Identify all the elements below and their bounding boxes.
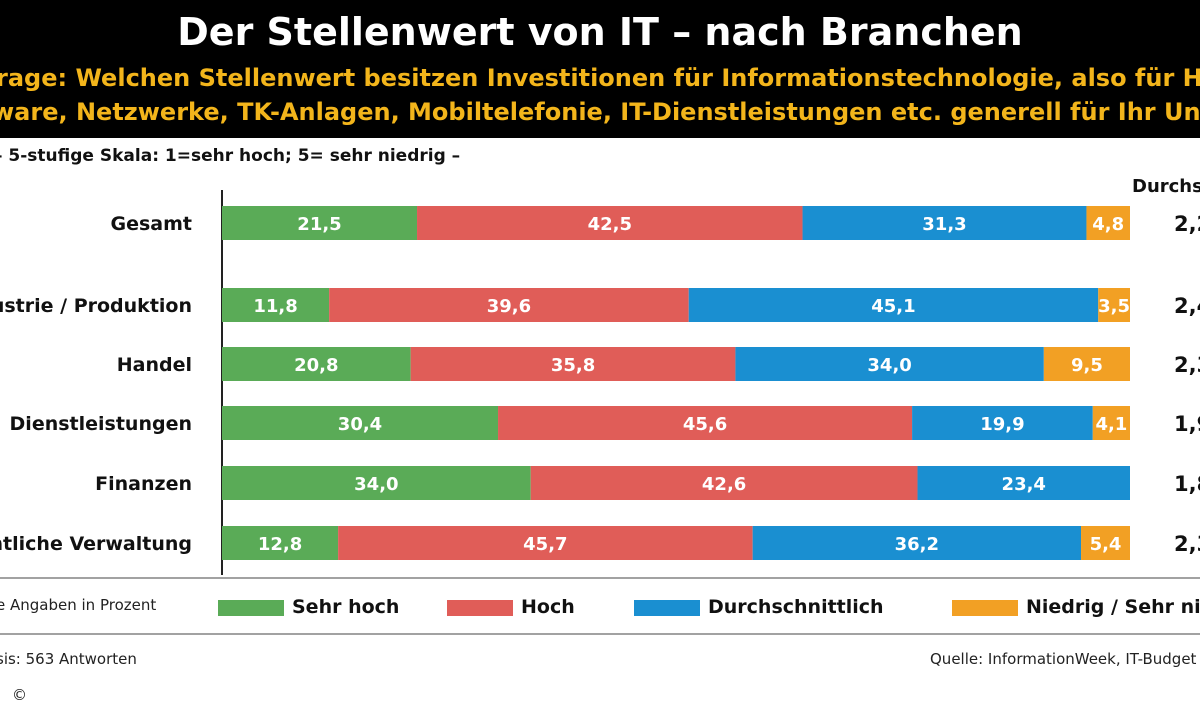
bar-segment bbox=[917, 466, 1130, 500]
bar-segment bbox=[1098, 288, 1130, 322]
bar-segment bbox=[688, 288, 1099, 322]
bar-value-label: 5,4 bbox=[1090, 534, 1122, 555]
bar-value-label: 9,5 bbox=[1071, 355, 1103, 376]
legend-label-sehr-hoch: Sehr hoch bbox=[292, 596, 400, 618]
bar-value-label: 42,5 bbox=[588, 214, 632, 235]
bar-value-label: 11,8 bbox=[253, 296, 297, 317]
legend-swatch-niedrig bbox=[952, 600, 1018, 616]
bar-segment bbox=[735, 347, 1044, 381]
legend-swatch-hoch bbox=[447, 600, 513, 616]
bar-segment bbox=[222, 206, 418, 240]
bar-segment bbox=[329, 288, 689, 322]
bar-value-label: 42,6 bbox=[702, 474, 746, 495]
chart-title: Der Stellenwert von IT – nach Branchen bbox=[177, 10, 1023, 54]
category-label: Dienstleistungen bbox=[10, 413, 192, 435]
legend-swatch-sehr-hoch bbox=[218, 600, 284, 616]
legend-swatch-durchschnittlich bbox=[634, 600, 700, 616]
category-label: Gesamt bbox=[111, 213, 193, 235]
bar-value-label: 45,7 bbox=[523, 534, 567, 555]
category-label: Finanzen bbox=[95, 473, 192, 495]
bar-segment bbox=[1092, 406, 1130, 440]
bar-value-label: 30,4 bbox=[338, 414, 382, 435]
bar-segment bbox=[222, 288, 330, 322]
bar-segment bbox=[410, 347, 736, 381]
bar-value-label: 34,0 bbox=[354, 474, 398, 495]
bar-segment bbox=[802, 206, 1087, 240]
average-value: 1,8 bbox=[1174, 472, 1200, 496]
bar-segment bbox=[222, 406, 499, 440]
bar-value-label: 34,0 bbox=[867, 355, 911, 376]
question-line-1: rage: Welchen Stellenwert besitzen Inves… bbox=[0, 64, 1200, 92]
bar-value-label: 3,5 bbox=[1098, 296, 1130, 317]
category-label: entliche Verwaltung bbox=[0, 533, 192, 555]
bar-value-label: 21,5 bbox=[297, 214, 341, 235]
bar-value-label: 35,8 bbox=[551, 355, 595, 376]
average-value: 2,2 bbox=[1174, 212, 1200, 236]
average-value: 2,4 bbox=[1174, 294, 1200, 318]
category-label: Handel bbox=[117, 354, 192, 376]
copyright-mark: © bbox=[12, 686, 27, 704]
bar-segment bbox=[1086, 206, 1130, 240]
bar-segment bbox=[530, 466, 918, 500]
bar-segment bbox=[498, 406, 913, 440]
bar-value-label: 36,2 bbox=[895, 534, 939, 555]
bar-value-label: 45,1 bbox=[871, 296, 915, 317]
average-column-header: Durchs bbox=[1132, 176, 1200, 197]
bar-value-label: 31,3 bbox=[922, 214, 966, 235]
average-value: 2,3 bbox=[1174, 353, 1200, 377]
bar-value-label: 4,8 bbox=[1092, 214, 1124, 235]
bar-value-label: 12,8 bbox=[258, 534, 302, 555]
bar-value-label: 19,9 bbox=[980, 414, 1024, 435]
scale-note: – 5-stufige Skala: 1=sehr hoch; 5= sehr … bbox=[0, 146, 461, 166]
average-value: 2,3 bbox=[1174, 532, 1200, 556]
bar-segment bbox=[417, 206, 803, 240]
bar-segment bbox=[1043, 347, 1130, 381]
bar-segment bbox=[912, 406, 1093, 440]
legend-note: e Angaben in Prozent bbox=[0, 596, 157, 614]
question-line-2: ware, Netzwerke, TK-Anlagen, Mobiltelefo… bbox=[0, 98, 1200, 126]
bar-value-label: 20,8 bbox=[294, 355, 338, 376]
category-label: dustrie / Produktion bbox=[0, 295, 192, 317]
legend-label-durchschnittlich: Durchschnittlich bbox=[708, 596, 884, 618]
source-note: Quelle: InformationWeek, IT-Budget bbox=[930, 650, 1197, 668]
bar-value-label: 39,6 bbox=[487, 296, 531, 317]
bar-segment bbox=[222, 347, 411, 381]
bar-segment bbox=[222, 526, 339, 560]
bar-segment bbox=[222, 466, 531, 500]
chart-header: Der Stellenwert von IT – nach Branchen r… bbox=[0, 0, 1200, 138]
bar-value-label: 4,1 bbox=[1095, 414, 1127, 435]
bar-value-label: 23,4 bbox=[1002, 474, 1046, 495]
bar-segment bbox=[338, 526, 753, 560]
basis-note: sis: 563 Antworten bbox=[0, 650, 137, 668]
average-value: 1,9 bbox=[1174, 412, 1200, 436]
legend-label-niedrig: Niedrig / Sehr nie bbox=[1026, 596, 1200, 618]
legend-label-hoch: Hoch bbox=[521, 596, 575, 618]
bar-value-label: 45,6 bbox=[683, 414, 727, 435]
bar-segment bbox=[1081, 526, 1130, 560]
bar-segment bbox=[752, 526, 1082, 560]
